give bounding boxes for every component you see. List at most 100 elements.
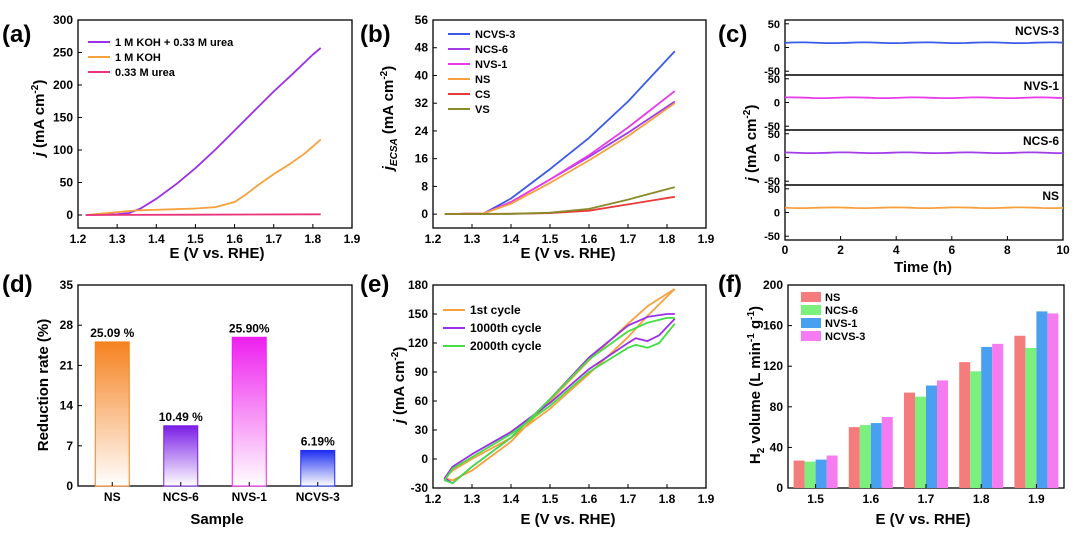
e-xlabel: E (V vs. RHE)	[520, 511, 615, 528]
e-ytick-label: 30	[415, 423, 429, 437]
a-ytick-label: 100	[53, 143, 73, 157]
f-bar-nvs-1-1-6	[870, 423, 882, 488]
d-bar-value-label: 25.09 %	[90, 326, 134, 340]
f-bar-ncs-6-1-8	[970, 371, 982, 488]
c-ytick-label: 50	[768, 184, 780, 196]
c-ylabel-main: j	[743, 176, 760, 183]
c-trace-ns	[784, 206, 1064, 210]
e-ytick-label: 90	[415, 365, 429, 379]
e-ytick-label: 60	[415, 394, 429, 408]
f-category-label: 1.9	[1028, 492, 1045, 506]
a-ytick-label: 200	[53, 78, 73, 92]
f-bar-ns-1-5	[793, 460, 805, 488]
f-bar-ns-1-8	[959, 362, 971, 488]
c-ytick-label: 50	[768, 74, 780, 86]
c-trace-ncvs-3	[784, 41, 1064, 44]
f-ytick-label: 160	[763, 319, 783, 333]
e-ylabel-close: )	[391, 347, 408, 352]
e-xtick-label: 1.2	[425, 492, 442, 506]
plots-layer: 1.2 1.3 1.4 1.5 1.6 1.7 1.8 1.90501001502002503…	[53, 13, 1070, 506]
a-series-1-m-koh-0-33-m-urea-line	[85, 47, 322, 216]
c-ylabel: j (mA cm-2)	[742, 105, 760, 184]
b-legend-entry: VS	[475, 104, 490, 116]
c-trace-nvs-1	[785, 96, 1064, 99]
e-ytick-label: 0	[421, 452, 428, 466]
b-ylabel-sub: ECSA	[389, 138, 400, 166]
panel-b-label: (b)	[360, 21, 391, 48]
c-ytick-label: -50	[764, 66, 780, 78]
f-bar-ncs-6-1-5	[804, 461, 816, 488]
a-ytick-label: 250	[53, 46, 73, 60]
f-ytick-label: 200	[763, 278, 783, 292]
e-ylabel-rest: (mA cm	[391, 361, 408, 420]
f-bar-ns-1-9	[1014, 335, 1026, 488]
c-sub3-plot-frame	[784, 184, 1064, 241]
b-ytick-label: 48	[415, 41, 429, 55]
b-xtick-label: 1.2	[425, 232, 442, 246]
a-ytick-label: 50	[60, 176, 74, 190]
b-xtick-label: 1.5	[542, 232, 559, 246]
d-bar-ns	[94, 341, 130, 487]
e-ytick-label: 150	[408, 307, 428, 321]
e-ylabel: j (mA cm-2)	[390, 347, 408, 426]
b-series-vs-line	[444, 186, 676, 215]
f-legend-entry: NVS-1	[825, 318, 857, 330]
c-sub2-plot-frame	[784, 129, 1064, 186]
b-ytick-label: 32	[415, 96, 429, 110]
c-ytick-label: 50	[768, 129, 780, 141]
f-ylabel-sup: -1	[746, 333, 757, 342]
e-legend-entry: 1st cycle	[470, 303, 521, 317]
f-ylabel: H2 volume (L min-1 g-1)	[746, 306, 767, 464]
b-xtick-label: 1.6	[581, 232, 598, 246]
a-xtick-label: 1.4	[148, 232, 165, 246]
a-xtick-label: 1.6	[226, 232, 243, 246]
d-category-label: NS	[104, 490, 121, 504]
b-ylabel-rest: (mA cm	[380, 80, 397, 139]
d-ylabel: Reduction rate (%)	[35, 319, 52, 452]
f-bar-ns-1-6	[848, 427, 860, 488]
a-series-1-m-koh-line	[85, 138, 322, 216]
c-ytick-label: -50	[764, 231, 780, 243]
e-series-1000th-cycle-line	[443, 313, 676, 485]
a-xtick-label: 1.9	[344, 232, 361, 246]
panel-c-label: (c)	[718, 21, 747, 48]
f-bar-nvs-1-1-8	[981, 346, 993, 488]
b-xtick-label: 1.8	[659, 232, 676, 246]
panel-a-label: (a)	[2, 21, 31, 48]
c-xtick-label: 10	[1056, 243, 1070, 257]
a-plot-frame	[77, 19, 353, 229]
a-ytick-label: 300	[53, 13, 73, 27]
a-xtick-label: 1.2	[70, 232, 87, 246]
a-xtick-label: 1.3	[109, 232, 126, 246]
f-bar-ncs-6-1-6	[859, 425, 871, 488]
d-xlabel: Sample	[190, 511, 243, 528]
e-xtick-label: 1.6	[581, 492, 598, 506]
a-legend-entry: 1 M KOH + 0.33 M urea	[115, 37, 234, 49]
c-subpanel-label: NS	[1042, 189, 1059, 203]
panel-d-label: (d)	[2, 271, 33, 298]
e-xtick-label: 1.5	[542, 492, 559, 506]
d-bar-ncs-6	[163, 425, 199, 487]
f-legend-entry: NCVS-3	[825, 331, 865, 343]
d-bar-value-label: 10.49 %	[159, 410, 203, 424]
f-legend-swatch	[801, 318, 821, 328]
a-ylabel-main: j	[31, 151, 48, 158]
a-xtick-label: 1.5	[187, 232, 204, 246]
c-ylabel-sup: -2	[742, 109, 753, 118]
f-ytick-label: 120	[763, 359, 783, 373]
f-legend-swatch	[801, 305, 821, 315]
f-ylabel-rest2: g	[747, 320, 764, 333]
f-xlabel: E (V vs. RHE)	[875, 511, 970, 528]
f-legend-entry: NCS-6	[825, 305, 858, 317]
a-xtick-label: 1.8	[305, 232, 322, 246]
d-ytick-label: 7	[66, 439, 73, 453]
b-ytick-label: 24	[415, 124, 429, 138]
f-legend-swatch	[801, 331, 821, 341]
a-ylabel: j (mA cm-2)	[30, 80, 48, 159]
d-ytick-label: 35	[60, 278, 74, 292]
b-xtick-label: 1.3	[464, 232, 481, 246]
f-ylabel-rest: volume (L min	[747, 342, 764, 448]
f-bar-nvs-1-1-7	[926, 385, 937, 488]
a-legend-entry: 1 M KOH	[115, 52, 161, 64]
